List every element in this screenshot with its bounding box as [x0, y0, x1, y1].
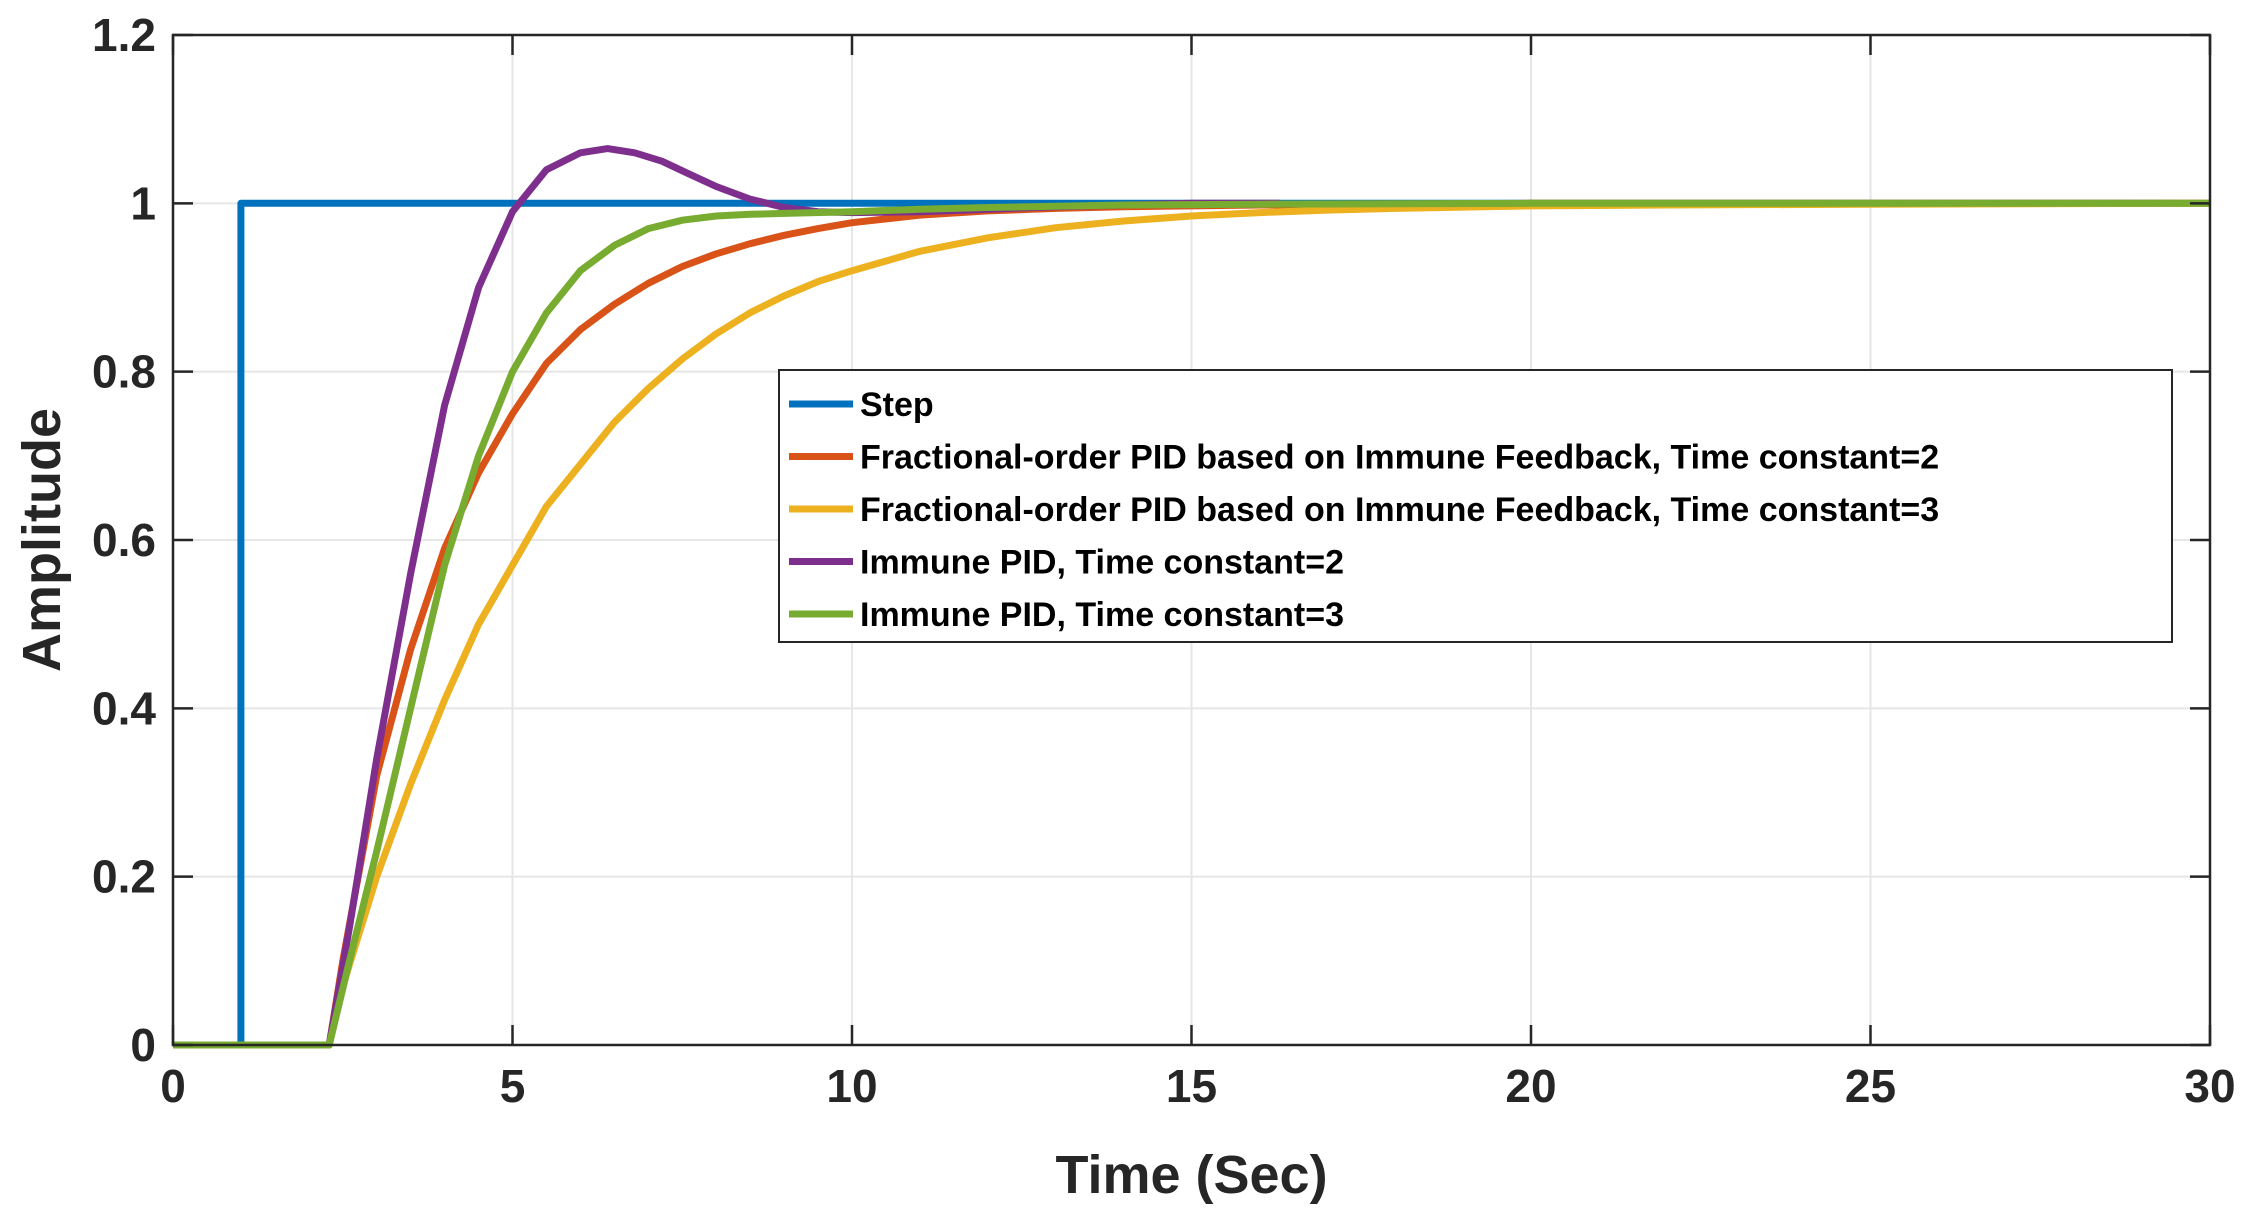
y-tick-label: 0.4: [92, 682, 156, 734]
y-axis-label: Amplitude: [12, 408, 72, 672]
legend-label-1: Step: [860, 386, 934, 424]
legend-label-5: Immune PID, Time constant=3: [860, 596, 1344, 634]
legend-label-4: Immune PID, Time constant=2: [860, 544, 1344, 582]
x-axis-label: Time (Sec): [1055, 1145, 1327, 1205]
y-tick-label: 0.8: [92, 346, 156, 398]
x-tick-label: 5: [500, 1060, 526, 1112]
series-line-5: [173, 199, 2210, 1049]
y-tick-label: 0.6: [92, 514, 156, 566]
x-tick-label: 15: [1166, 1060, 1217, 1112]
axes-frame: [171, 33, 2212, 1047]
y-tick-label: 0: [130, 1019, 156, 1071]
x-tick-label: 0: [160, 1060, 186, 1112]
y-tick-label: 1.2: [92, 9, 156, 61]
x-tick-label: 20: [1505, 1060, 1556, 1112]
x-tick-label: 30: [2184, 1060, 2235, 1112]
tick-labels: 0 5 10 15 20 25 30 0 0.2 0.4 0.6 0.8 1 1.2: [92, 9, 2236, 1112]
legend: Step Fractional-order PID based on Immune…: [778, 369, 2173, 643]
x-tick-label: 10: [826, 1060, 877, 1112]
legend-label-3: Fractional-order PID based on Immune Fee…: [860, 491, 1939, 529]
y-tick-label: 0.2: [92, 851, 156, 903]
x-tick-label: 25: [1845, 1060, 1896, 1112]
y-tick-label: 1: [130, 177, 156, 229]
series-line-3: [173, 199, 2211, 1049]
legend-label-2: Fractional-order PID based on Immune Fee…: [860, 439, 1939, 477]
legend-box: [778, 369, 2173, 643]
